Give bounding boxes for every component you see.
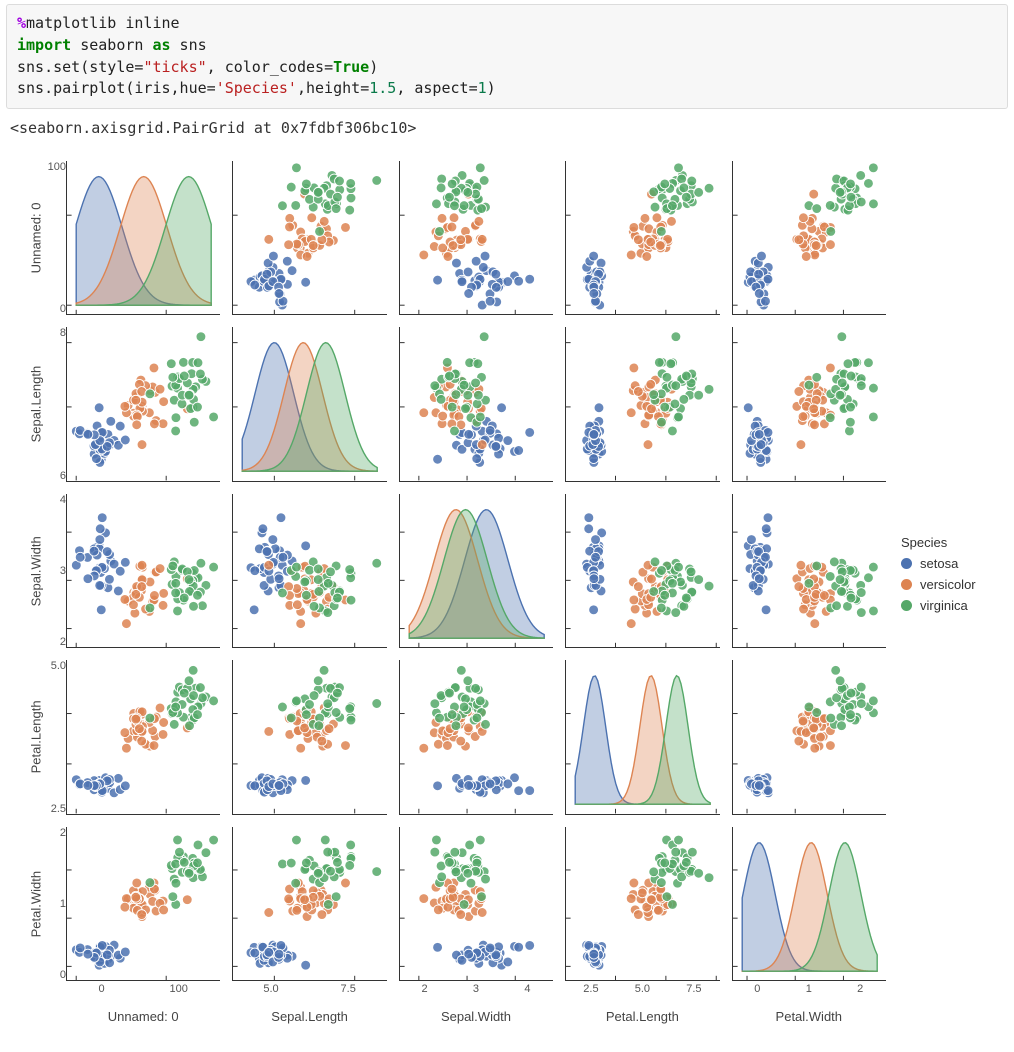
scatter-panel	[66, 327, 220, 481]
y-tick-labels: 210	[44, 827, 66, 981]
scatter-panel	[399, 161, 553, 315]
scatter-panel	[66, 660, 220, 814]
scatter-panel	[66, 827, 220, 981]
x-axis-label: Petal.Width	[732, 987, 886, 1024]
scatter-panel	[399, 827, 553, 981]
scatter-panel	[399, 660, 553, 814]
legend-swatch-icon	[901, 558, 912, 569]
legend-title: Species	[901, 535, 976, 550]
scatter-panel	[565, 494, 719, 648]
kde-panel	[732, 827, 886, 981]
scatter-panel	[399, 327, 553, 481]
y-tick-labels: 432	[44, 494, 66, 648]
x-axis-label: Sepal.Width	[399, 987, 553, 1024]
scatter-panel	[232, 161, 386, 315]
legend-item: versicolor	[901, 577, 976, 592]
scatter-panel	[565, 327, 719, 481]
code-magic: %	[17, 14, 26, 32]
x-axis-label: Sepal.Length	[232, 987, 386, 1024]
scatter-panel	[732, 327, 886, 481]
legend: Species setosa versicolor virginica	[901, 535, 976, 619]
y-tick-labels: 5.02.5	[44, 660, 66, 814]
kde-panel	[232, 327, 386, 481]
legend-label: virginica	[920, 598, 968, 613]
scatter-panel	[232, 827, 386, 981]
scatter-panel	[732, 660, 886, 814]
kde-panel	[565, 660, 719, 814]
legend-label: versicolor	[920, 577, 976, 592]
y-tick-labels: 86	[44, 327, 66, 481]
scatter-panel	[232, 660, 386, 814]
x-axis-label: Petal.Length	[565, 987, 719, 1024]
kde-panel	[66, 161, 220, 315]
pairplot-grid	[66, 161, 886, 981]
x-axis-label: Unnamed: 0	[66, 987, 220, 1024]
legend-swatch-icon	[901, 600, 912, 611]
scatter-panel	[565, 827, 719, 981]
scatter-panel	[66, 494, 220, 648]
legend-item: setosa	[901, 556, 976, 571]
code-cell: %matplotlib inline import seaborn as sns…	[6, 4, 1008, 109]
pairplot-figure: Unnamed: 0 Sepal.Length Sepal.Width Petal.L…	[6, 155, 1008, 1035]
y-tick-labels: 1000	[44, 161, 66, 315]
scatter-panel	[732, 494, 886, 648]
scatter-panel	[732, 161, 886, 315]
scatter-panel	[232, 494, 386, 648]
output-repr: <seaborn.axisgrid.PairGrid at 0x7fdbf306…	[6, 109, 1008, 151]
legend-label: setosa	[920, 556, 958, 571]
scatter-panel	[565, 161, 719, 315]
kde-panel	[399, 494, 553, 648]
legend-item: virginica	[901, 598, 976, 613]
legend-swatch-icon	[901, 579, 912, 590]
